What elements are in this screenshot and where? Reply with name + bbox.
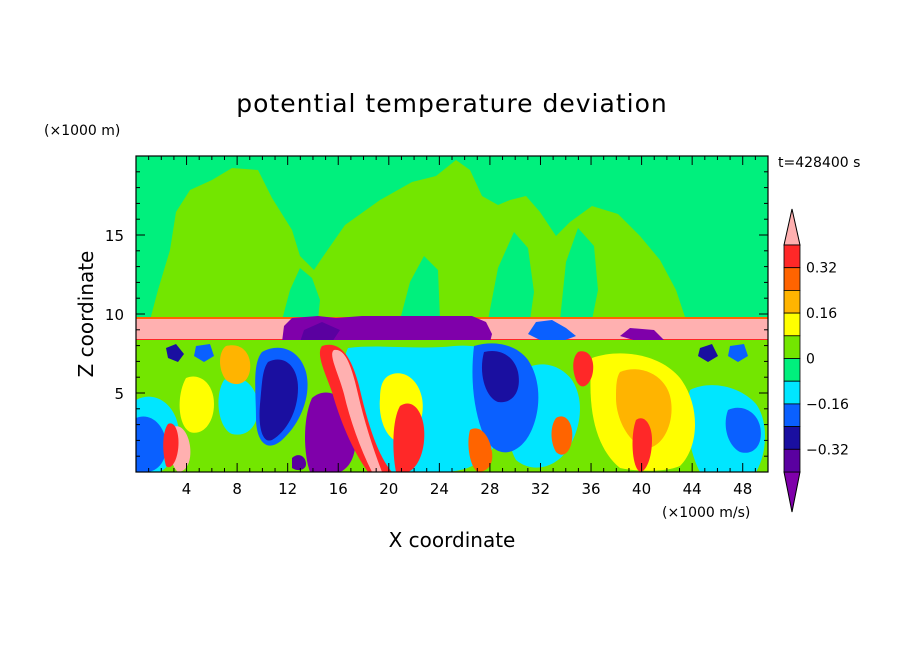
colorbar-label: −0.32 [806,442,849,458]
orange-swirl-left [220,345,251,385]
x-tick-label: 8 [232,480,242,498]
colorbar-label: 0.32 [806,261,837,277]
inversion-eddy-right2 [620,328,664,342]
eddy-row-left [166,344,184,362]
blue-region-far-right [725,407,761,453]
y-axis-label: Z coordinate [74,251,98,378]
x-tick-label: 20 [379,480,398,498]
x-tick-label: 40 [632,480,651,498]
colorbar-band [783,380,801,405]
cyan-region-left2 [218,377,259,435]
x-tick-label: 32 [531,480,550,498]
contour-field [136,156,768,472]
x-axis-ticks: 4 8 12 16 20 24 28 32 36 40 44 48 [148,156,756,498]
purple-spot [292,455,306,471]
colorbar-band [783,426,801,450]
red-plume-right [632,418,652,472]
darkblue-vortex [259,359,298,441]
pink-plume-center [332,349,382,472]
upper-cool-patch-1 [282,268,320,320]
inversion-cold-edge [300,322,340,342]
red-plume-mid2 [468,428,493,472]
red-swirl-right2 [573,351,594,387]
time-label: t=428400 s [778,155,860,171]
colorbar-label: 0 [806,352,815,368]
x-tick-label: 16 [329,480,348,498]
y-axis-ticks: 5 10 15 [105,171,768,457]
colorbar-band [783,267,801,291]
red-plume-mid [393,403,425,472]
upper-warm-plume [150,160,686,320]
inversion-eddies-right [528,320,576,342]
colorbar-band [783,403,801,427]
colorbar-band [783,358,801,382]
blue-region-left [136,416,167,472]
colorbar-band [783,448,801,473]
colorbar-band [783,289,801,314]
upper-cool-patch-3 [560,228,598,320]
x-unit-label: (×1000 m/s) [662,505,750,521]
chart-title: potential temperature deviation [236,89,667,118]
colorbar: 0.32 0.16 0 −0.16 −0.32 [783,208,849,513]
yellow-region-left [179,376,214,433]
x-tick-label: 48 [733,480,752,498]
x-tick-label: 24 [430,480,449,498]
red-swirl-right [551,416,573,455]
eddy-row-right2 [728,344,748,362]
y-tick-label: 5 [114,385,124,403]
y-tick-label: 10 [105,306,124,324]
y-unit-label: (×1000 m) [44,123,120,139]
eddy-row-left2 [194,344,214,362]
x-tick-label: 36 [581,480,600,498]
y-tick-label: 15 [105,227,124,245]
darkblue-right [481,350,519,403]
colorbar-top-arrow [783,208,801,246]
x-tick-label: 12 [278,480,297,498]
x-tick-label: 28 [480,480,499,498]
colorbar-label: −0.16 [806,397,849,413]
colorbar-band [783,244,801,269]
x-tick-label: 44 [683,480,702,498]
colorbar-bottom-arrow [783,471,801,513]
orange-region-right [616,369,672,448]
upper-cool-patch-2 [488,232,534,320]
eddy-row-right [698,344,718,362]
colorbar-label: 0.16 [806,306,837,322]
red-plume-left [163,423,179,468]
x-axis-label: X coordinate [389,528,516,552]
colorbar-band [783,335,801,359]
x-tick-label: 4 [182,480,192,498]
colorbar-band [783,312,801,337]
upper-cool-patch-4 [400,256,440,320]
